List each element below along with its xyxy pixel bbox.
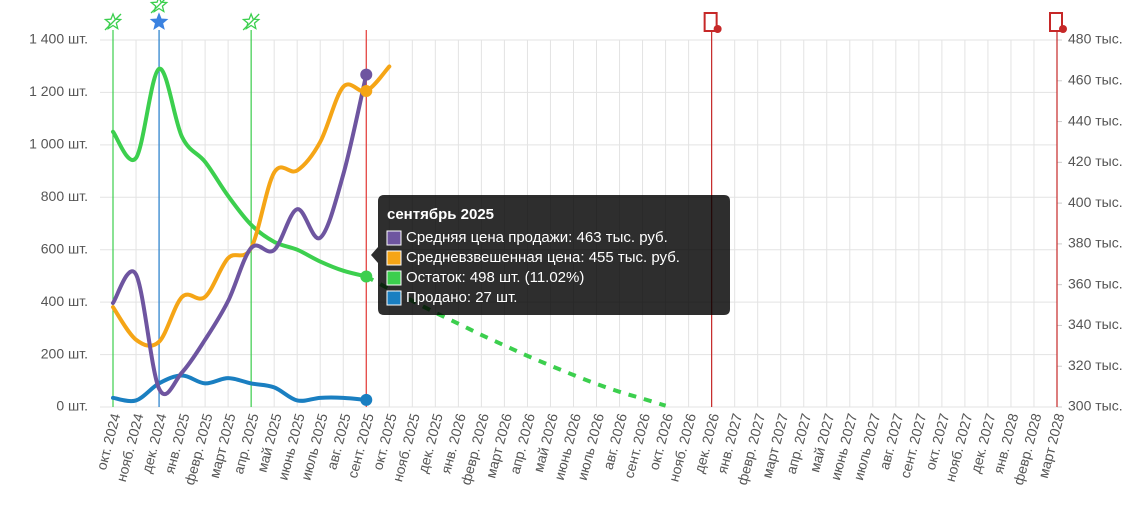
series-line — [111, 72, 369, 397]
y2-tick-label: 420 тыс. — [1068, 153, 1123, 169]
y-tick-label: 400 шт. — [41, 293, 88, 309]
event-icon-slash — [242, 13, 260, 31]
y2-tick-label: 380 тыс. — [1068, 235, 1123, 251]
hover-point — [360, 393, 373, 406]
y2-tick-label: 360 тыс. — [1068, 275, 1123, 291]
event-icon — [241, 12, 261, 30]
y2-tick-label: 300 тыс. — [1068, 398, 1123, 414]
event-icon-gear — [713, 25, 722, 33]
y2-tick-label: 340 тыс. — [1068, 316, 1123, 332]
marks — [103, 0, 1067, 408]
tooltip-swatch — [386, 270, 402, 286]
tooltip-item: Средневзвешенная цена: 455 тыс. руб. — [406, 249, 680, 266]
tooltip: сентябрь 2025 Средняя цена продажи: 463 т… — [371, 195, 730, 315]
event-icon — [1049, 12, 1063, 32]
tooltip-box — [371, 195, 730, 315]
event-icon — [149, 12, 169, 30]
y2-tick-label: 440 тыс. — [1068, 112, 1123, 128]
series-line — [111, 373, 369, 404]
event-icon — [703, 12, 718, 32]
tooltip-item: Остаток: 498 шт. (11.02%) — [406, 269, 584, 286]
event-icon — [103, 12, 123, 30]
hover-point — [360, 84, 373, 97]
tooltip-swatch — [386, 250, 402, 266]
tooltip-swatch — [386, 290, 402, 306]
hover-point — [360, 270, 373, 283]
hover-point — [360, 68, 373, 81]
y2-tick-label: 460 тыс. — [1068, 71, 1123, 87]
tooltip-title: сентябрь 2025 — [387, 206, 494, 223]
y-tick-label: 200 шт. — [41, 345, 88, 361]
event-icon — [149, 0, 169, 13]
tooltip-item: Средняя цена продажи: 463 тыс. руб. — [406, 229, 668, 246]
y2-tick-label: 480 тыс. — [1068, 31, 1123, 47]
y-tick-label: 0 шт. — [56, 398, 88, 414]
y-tick-label: 600 шт. — [41, 240, 88, 256]
y-tick-label: 1 200 шт. — [29, 83, 88, 99]
tooltip-item: Продано: 27 шт. — [406, 289, 517, 306]
y-tick-label: 800 шт. — [41, 188, 88, 204]
y-tick-label: 1 000 шт. — [29, 136, 88, 152]
tooltip-swatch — [386, 230, 402, 246]
y2-tick-label: 320 тыс. — [1068, 357, 1123, 373]
event-icon-slash — [150, 0, 165, 14]
series-line — [111, 66, 369, 279]
y2-tick-label: 400 тыс. — [1068, 194, 1123, 210]
y-tick-label: 1 400 шт. — [29, 31, 88, 47]
event-icon-gear — [1059, 25, 1067, 33]
event-icon-slash — [104, 13, 122, 31]
